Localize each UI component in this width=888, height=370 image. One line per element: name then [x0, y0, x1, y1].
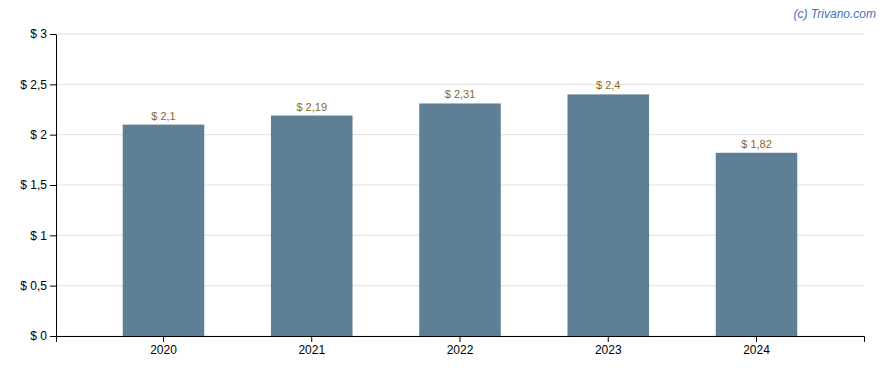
- x-tick: 2020: [150, 336, 177, 357]
- annotations: (c) Trivano.com: [794, 7, 876, 21]
- y-tick-mark: [50, 34, 56, 35]
- x-tick-label: 2023: [595, 343, 622, 357]
- data-label: $ 2,31: [445, 88, 476, 100]
- grid: [56, 34, 864, 336]
- y-tick: $ 2: [30, 128, 56, 142]
- bar: [567, 94, 649, 336]
- grid-line: [56, 84, 864, 85]
- data-label: $ 2,4: [596, 79, 620, 91]
- bars: [123, 94, 798, 336]
- y-tick-label: $ 0,5: [20, 279, 47, 293]
- x-axis: 2020 2021 2022 2023 2024: [57, 336, 865, 357]
- y-tick-mark: [50, 185, 56, 186]
- grid-line: [56, 34, 864, 35]
- y-tick-mark: [50, 235, 56, 236]
- y-tick-label: $ 0: [30, 329, 47, 343]
- x-tick-mark: [460, 336, 461, 342]
- data-label: $ 1,82: [741, 138, 772, 150]
- y-tick: $ 0: [30, 329, 56, 343]
- x-tick-label: 2022: [447, 343, 474, 357]
- y-tick-mark: [50, 84, 56, 85]
- y-tick: $ 3: [30, 27, 56, 41]
- bar: [716, 153, 798, 336]
- x-tick-mark: [608, 336, 609, 342]
- y-tick-label: $ 1: [30, 229, 47, 243]
- x-tick-label: 2020: [150, 343, 177, 357]
- chart-svg: $ 0$ 0,5$ 1$ 1,5$ 2$ 2,5$ 32020202120222…: [0, 0, 888, 370]
- bar: [271, 116, 353, 336]
- y-tick-mark: [50, 286, 56, 287]
- y-axis: $ 0 $ 0,5 $ 1 $ 1,5 $ 2 $ 2,5 $ 3: [20, 27, 56, 343]
- x-tick: 2023: [595, 336, 622, 357]
- data-label: $ 2,19: [296, 101, 327, 113]
- x-tick-label: 2024: [743, 343, 770, 357]
- x-tick: 2021: [298, 336, 325, 357]
- bar: [123, 125, 205, 336]
- y-tick-mark: [50, 336, 56, 337]
- data-labels: $ 2,1 $ 2,19 $ 2,31 $ 2,4 $ 1,82: [151, 79, 772, 149]
- y-tick: $ 1: [30, 229, 56, 243]
- data-label: $ 2,1: [151, 110, 175, 122]
- x-tick-label: 2021: [298, 343, 325, 357]
- y-tick-label: $ 2: [30, 128, 47, 142]
- plot-area: $ 0$ 0,5$ 1$ 1,5$ 2$ 2,5$ 32020202120222…: [20, 27, 864, 356]
- x-tick: 2022: [447, 336, 474, 357]
- y-tick: $ 0,5: [20, 279, 56, 293]
- x-tick: 2024: [743, 336, 770, 357]
- x-tick-mark: [756, 336, 757, 342]
- x-tick-mark: [163, 336, 164, 342]
- y-tick-label: $ 1,5: [20, 178, 47, 192]
- y-tick-label: $ 2,5: [20, 78, 47, 92]
- y-tick: $ 2,5: [20, 78, 56, 92]
- y-axis-line: [56, 35, 57, 337]
- y-tick-label: $ 3: [30, 27, 47, 41]
- watermark: (c) Trivano.com: [794, 7, 876, 21]
- bar: [419, 103, 501, 336]
- x-tick-mark: [311, 336, 312, 342]
- y-tick: $ 1,5: [20, 178, 56, 192]
- y-tick-mark: [50, 135, 56, 136]
- x-axis-line: [57, 337, 865, 343]
